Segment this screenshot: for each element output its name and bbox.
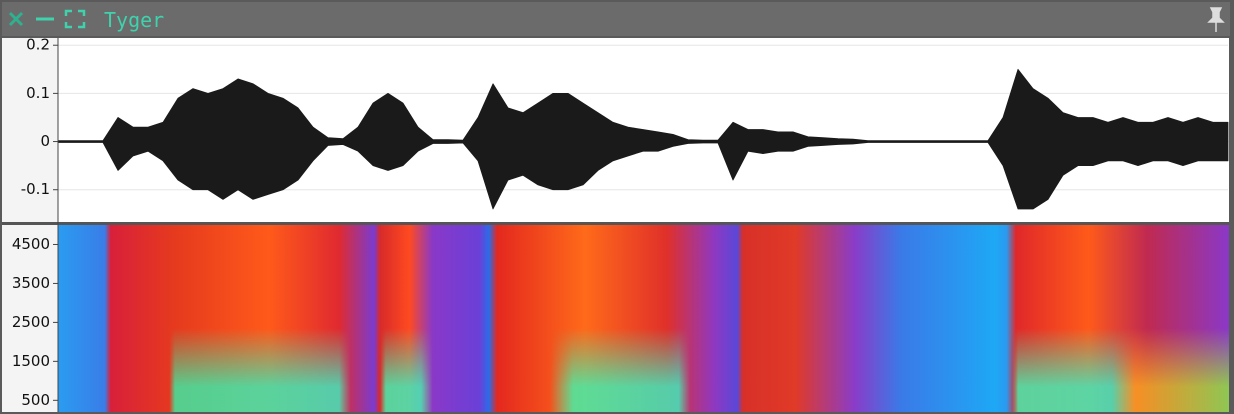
spectrogram — [58, 225, 1229, 412]
window-controls — [8, 9, 86, 29]
waveform-envelope — [57, 141, 1229, 210]
pin-button[interactable] — [1204, 4, 1228, 34]
title-bar: Tyger — [2, 2, 1230, 36]
close-button[interactable] — [8, 11, 24, 27]
maximize-button[interactable] — [64, 9, 86, 29]
y-tick-label: 0.2 — [26, 36, 50, 54]
y-tick-label: 0 — [40, 132, 50, 150]
waveform-envelope — [57, 68, 1229, 142]
window-title: Tyger — [104, 8, 165, 32]
y-tick-label: 3500 — [12, 274, 50, 292]
y-tick-label: 1500 — [12, 352, 50, 370]
divider — [2, 222, 1229, 225]
y-tick-label: 500 — [21, 391, 50, 409]
y-tick-label: -0.1 — [21, 180, 50, 198]
y-tick-label: 4500 — [12, 235, 50, 253]
spectrogram-energy — [58, 327, 1229, 412]
y-tick-label: 2500 — [12, 313, 50, 331]
y-tick-label: 0.1 — [26, 84, 50, 102]
